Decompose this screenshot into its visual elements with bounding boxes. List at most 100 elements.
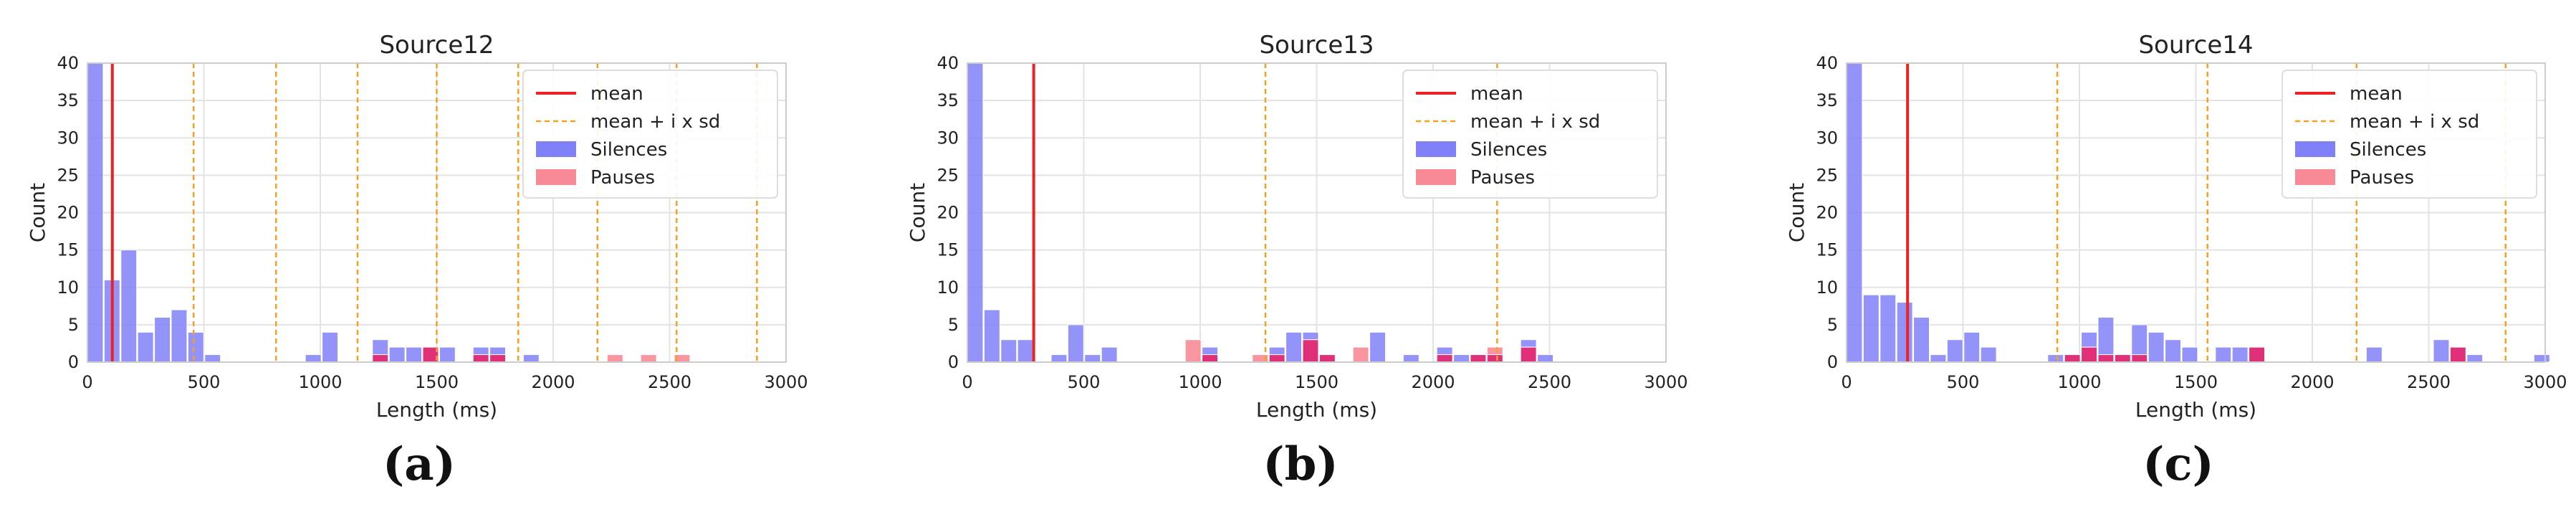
y-tick-label: 30 xyxy=(937,128,959,148)
bar-silences xyxy=(1537,354,1553,363)
plot-frame xyxy=(87,62,787,363)
legend-swatch-pauses xyxy=(1416,169,1456,185)
y-tick-label: 40 xyxy=(57,53,79,73)
y-tick-label: 15 xyxy=(937,240,959,260)
x-tick-label: 1000 xyxy=(2057,372,2101,392)
y-tick-label: 10 xyxy=(57,278,79,298)
y-tick-label: 40 xyxy=(937,53,959,73)
bar-silences xyxy=(87,62,104,363)
panel-a: 0 500 1000 1500 2000 2500 3000 0 5 10 15 20 25 30 35 40… xyxy=(0,0,858,517)
x-tick-label: 500 xyxy=(1068,372,1101,392)
bar-silences xyxy=(2365,346,2383,363)
legend-box xyxy=(2281,70,2537,199)
x-tick-label: 0 xyxy=(1841,372,1852,392)
y-tick-label: 10 xyxy=(937,278,959,298)
y-tick-label: 30 xyxy=(57,128,79,148)
bar-silences xyxy=(967,62,984,363)
bar-silences xyxy=(2148,331,2165,363)
bar-silences xyxy=(204,354,221,363)
x-tick-label: 1500 xyxy=(415,372,459,392)
bar-pauses xyxy=(1184,339,1202,363)
legend-label-silences: Silences xyxy=(1470,139,1547,161)
x-tick-label: 2000 xyxy=(2290,372,2334,392)
bar-overlap xyxy=(1520,346,1537,363)
bar-silences xyxy=(2231,346,2249,363)
bar-silences xyxy=(983,309,1000,363)
y-tick-label: 0 xyxy=(68,352,79,372)
x-tick-label: 1000 xyxy=(298,372,342,392)
x-tick-label: 3000 xyxy=(764,372,808,392)
x-tick-label: 2500 xyxy=(648,372,691,392)
bar-silences xyxy=(305,354,322,363)
y-axis-label: Count xyxy=(26,183,49,242)
x-tick-label: 0 xyxy=(962,372,972,392)
legend-label-sd: mean + i x sd xyxy=(2350,111,2479,133)
bar-silences xyxy=(2433,339,2450,363)
x-axis-label: Length (ms) xyxy=(1256,398,1377,422)
legend-label-pauses: Pauses xyxy=(590,167,655,189)
y-tick-label: 35 xyxy=(937,90,959,110)
legend-label-mean: mean xyxy=(1470,83,1523,105)
bar-silences xyxy=(137,331,154,363)
bar-silences xyxy=(1862,294,1880,363)
y-tick-label: 30 xyxy=(1816,128,1838,148)
legend-swatch-pauses xyxy=(2295,169,2335,185)
bar-silences xyxy=(2466,354,2484,363)
y-tick-label: 20 xyxy=(57,203,79,223)
legend-label-silences: Silences xyxy=(2350,139,2426,161)
legend-label-silences: Silences xyxy=(590,139,667,161)
legend-box xyxy=(522,70,778,199)
x-tick-label: 3000 xyxy=(1644,372,1687,392)
bar-silences xyxy=(1000,339,1018,363)
legend-swatch-silences xyxy=(536,141,576,157)
x-axis-label: Length (ms) xyxy=(2135,398,2256,422)
bar-silences xyxy=(154,316,171,363)
bar-pauses xyxy=(606,354,623,363)
x-tick-label: 2000 xyxy=(1411,372,1455,392)
bar-silences xyxy=(2165,339,2181,363)
bar-overlap xyxy=(472,354,489,363)
bar-silences xyxy=(1285,331,1302,363)
bar-silences xyxy=(1846,62,1863,363)
bar-silences xyxy=(1896,302,1913,363)
x-tick-label: 500 xyxy=(1947,372,1980,392)
bar-silences xyxy=(1101,346,1118,363)
bar-overlap xyxy=(2249,346,2265,363)
y-tick-label: 5 xyxy=(68,315,79,335)
bar-overlap xyxy=(2064,354,2081,363)
y-tick-label: 20 xyxy=(937,203,959,223)
legend-swatch-silences xyxy=(2295,141,2335,157)
y-tick-label: 40 xyxy=(1816,53,1838,73)
chart-title: Source14 xyxy=(2138,31,2253,60)
y-tick-label: 35 xyxy=(57,90,79,110)
x-tick-label: 3000 xyxy=(2523,372,2567,392)
x-tick-label: 2000 xyxy=(531,372,575,392)
y-tick-label: 15 xyxy=(57,240,79,260)
bar-silences xyxy=(1980,346,1997,363)
chart-source12: 0 500 1000 1500 2000 2500 3000 0 5 10 15 20 25 30 35 40… xyxy=(26,31,808,422)
bar-silences xyxy=(2047,354,2064,363)
chart-source14: 0 500 1000 1500 2000 2500 3000 0 5 10 15 20 25 30 35 40… xyxy=(1785,31,2567,422)
legend-label-mean: mean xyxy=(590,83,643,105)
bar-silences xyxy=(388,346,406,363)
y-tick-label: 35 xyxy=(1816,90,1838,110)
bar-silences xyxy=(2533,354,2550,363)
panel-label-c: (c) xyxy=(2142,437,2214,491)
y-tick-label: 5 xyxy=(948,315,959,335)
bar-overlap xyxy=(489,354,506,363)
bar-silences xyxy=(1050,354,1068,363)
bar-silences xyxy=(406,346,422,363)
y-axis-label: Count xyxy=(906,183,929,242)
bar-silences xyxy=(120,250,138,363)
x-tick-label: 0 xyxy=(82,372,92,392)
legend-label-sd: mean + i x sd xyxy=(590,111,720,133)
x-tick-label: 500 xyxy=(188,372,221,392)
legend-label-mean: mean xyxy=(2350,83,2403,105)
bar-overlap xyxy=(1268,354,1285,363)
bar-silences xyxy=(1913,316,1930,363)
bar-overlap xyxy=(1470,354,1487,363)
panel-label-a: (a) xyxy=(382,437,456,491)
bar-silences xyxy=(1017,339,1034,363)
bar-overlap xyxy=(2131,354,2148,363)
bar-silences xyxy=(1930,354,1947,363)
